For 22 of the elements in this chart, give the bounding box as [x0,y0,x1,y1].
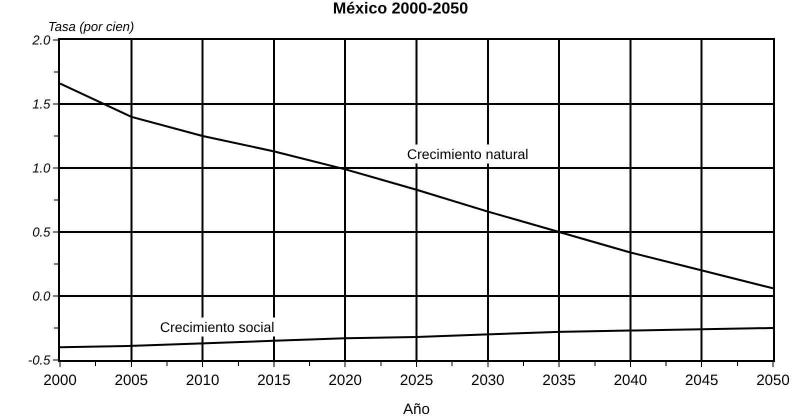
x-tick-label: 2000 [43,372,77,389]
x-tick-label: 2035 [542,372,576,389]
x-tick-label: 2040 [614,372,648,389]
x-tick-label: 2030 [471,372,504,389]
x-tick-label: 2020 [328,372,362,389]
series-label: Crecimiento social [160,319,274,335]
y-tick-label: 2.0 [31,32,52,48]
y-tick-label: 1.5 [32,96,52,112]
x-axis-title: Año [403,401,430,418]
y-tick-label: 0.0 [32,288,52,304]
x-tick-label: 2025 [400,372,434,389]
chart-title: México 2000-2050 [332,0,468,18]
series-label: Crecimiento natural [407,146,528,162]
x-tick-label: 2050 [756,372,790,389]
x-tick-label: 2010 [186,372,220,389]
y-axis-title: Tasa (por cien) [48,19,134,34]
x-tick-label: 2045 [685,372,718,389]
x-tick-label: 2005 [114,372,148,389]
x-tick-label: 2015 [257,372,291,389]
y-tick-label: -0.5 [28,352,52,368]
y-tick-label: 1.0 [32,160,52,176]
y-tick-label: 0.5 [32,224,52,240]
